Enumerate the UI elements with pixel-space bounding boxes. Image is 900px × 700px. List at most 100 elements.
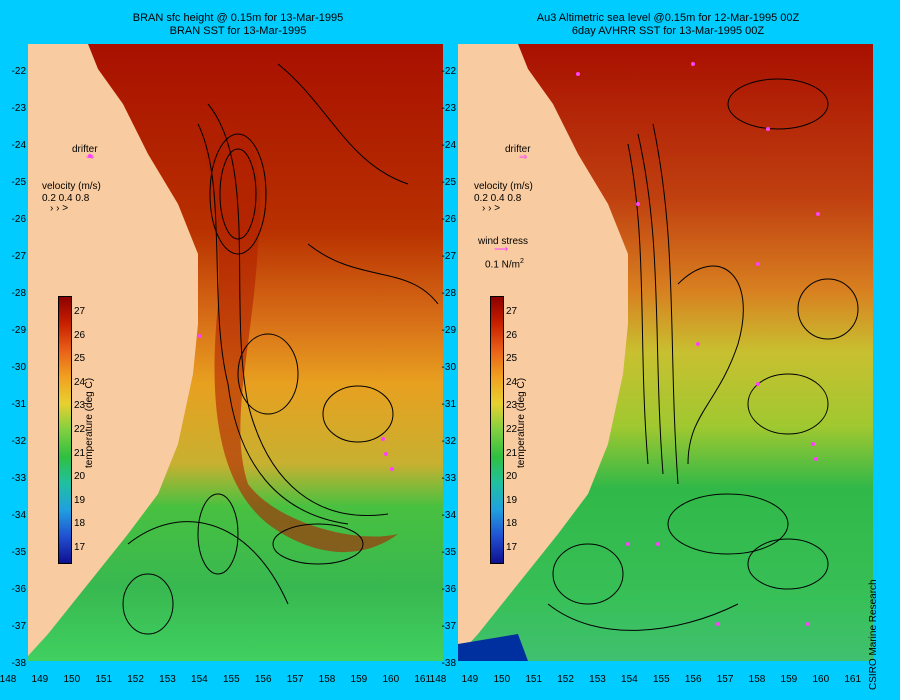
- right-velocity-arrows-icon: › › >: [482, 203, 501, 214]
- latitude-tick-label: -24: [441, 140, 456, 151]
- longitude-tick-label: 151: [95, 674, 113, 685]
- latitude-tick-label: -26: [441, 214, 456, 225]
- colorbar-tick-label: 24: [506, 376, 518, 388]
- latitude-tick-label: -27: [11, 251, 26, 262]
- colorbar-tick-label: 17: [74, 542, 86, 553]
- latitude-tick-label: -23: [11, 103, 26, 114]
- longitude-tick-label: 160: [812, 674, 830, 685]
- right-wind-label: wind stress: [478, 236, 529, 247]
- latitude-tick-label: -35: [11, 547, 26, 558]
- longitude-tick-label: 159: [350, 674, 368, 685]
- longitude-tick-label: 151: [525, 674, 543, 685]
- colorbar-tick-label: 25: [74, 353, 86, 365]
- colorbar-tick-label: 23: [74, 400, 86, 412]
- latitude-tick-label: -25: [441, 177, 456, 188]
- longitude-tick-label: 153: [589, 674, 606, 685]
- right-drifter-label: drifter: [505, 144, 531, 155]
- latitude-tick-label: -27: [441, 251, 456, 262]
- right-velocity-label: velocity (m/s): [474, 181, 533, 192]
- latitude-tick-label: -26: [11, 214, 26, 225]
- left-velocity-arrows-icon: › › >: [50, 203, 69, 214]
- right-wind-arrows: [576, 62, 820, 626]
- left-map-svg: [28, 44, 443, 661]
- right-ocean: [458, 44, 873, 661]
- left-drifter-label: drifter: [72, 144, 98, 155]
- left-panel-title: BRAN sfc height @ 0.15m for 13-Mar-1995 …: [132, 12, 344, 37]
- right-contours: [547, 78, 859, 631]
- colorbar-tick-label: 20: [506, 471, 518, 483]
- left-warm-tongue: [198, 120, 398, 553]
- right-wind-exp: 2: [520, 258, 524, 265]
- left-contours: [122, 63, 439, 635]
- colorbar-tick-label: 26: [74, 329, 86, 341]
- latitude-tick-label: -33: [11, 473, 26, 484]
- longitude-tick-label: 152: [557, 674, 574, 685]
- longitude-tick-label: 158: [318, 674, 336, 685]
- longitude-tick-label: 157: [716, 674, 734, 685]
- latitude-tick-label: -34: [441, 510, 456, 521]
- colorbar-tick-label: 20: [74, 471, 86, 483]
- colorbar-tick-label: 27: [74, 306, 86, 317]
- left-colorbar-label: temperature (deg C): [84, 377, 95, 468]
- longitude-tick-label: 153: [159, 674, 176, 685]
- latitude-tick-label: -38: [441, 658, 456, 669]
- longitude-tick-label: 155: [652, 674, 670, 685]
- right-map-svg: [458, 44, 873, 661]
- latitude-tick-label: -28: [441, 288, 456, 299]
- colorbar-tick-label: 22: [506, 424, 518, 435]
- right-deep-blue: [458, 634, 528, 661]
- credit-text: CSIRO Marine Research: [868, 579, 879, 690]
- longitude-tick-label: 152: [127, 674, 144, 685]
- latitude-tick-label: -22: [441, 66, 456, 77]
- longitude-tick-label: 148: [0, 674, 17, 685]
- left-map-panel: [28, 44, 443, 661]
- latitude-tick-label: -35: [441, 547, 456, 558]
- longitude-tick-label: 160: [382, 674, 400, 685]
- left-velocity-label: velocity (m/s): [42, 181, 101, 192]
- latitude-tick-label: -37: [11, 621, 26, 632]
- longitude-tick-label: 161: [844, 674, 862, 685]
- latitude-tick-label: -23: [441, 103, 456, 114]
- latitude-tick-label: -30: [441, 362, 456, 373]
- latitude-tick-label: -34: [11, 510, 26, 521]
- colorbar-tick-label: 18: [74, 518, 86, 530]
- colorbar-tick-label: 19: [506, 494, 518, 506]
- longitude-tick-label: 157: [286, 674, 304, 685]
- latitude-tick-label: -31: [11, 399, 26, 410]
- latitude-tick-label: -36: [441, 584, 456, 595]
- latitude-tick-label: -31: [441, 399, 456, 410]
- longitude-tick-label: 154: [191, 674, 208, 685]
- longitude-tick-label: 156: [684, 674, 702, 685]
- left-colorbar: [58, 296, 72, 564]
- longitude-tick-label: 158: [748, 674, 766, 685]
- left-velocity-scale: 0.2 0.4 0.8: [42, 193, 90, 204]
- longitude-tick-label: 156: [254, 674, 272, 685]
- left-drifter-icon: ⇒: [86, 152, 95, 163]
- colorbar-tick-label: 24: [74, 376, 86, 388]
- longitude-tick-label: 159: [780, 674, 798, 685]
- longitude-tick-label: 148: [429, 674, 447, 685]
- longitude-tick-label: 150: [63, 674, 81, 685]
- longitude-tick-label: 149: [461, 674, 479, 685]
- right-wind-value-text: 0.1 N/m: [485, 259, 521, 271]
- colorbar-tick-label: 25: [506, 353, 518, 365]
- right-colorbar-label: temperature (deg C): [516, 377, 527, 468]
- latitude-tick-label: -38: [11, 658, 26, 669]
- colorbar-tick-label: 27: [506, 306, 518, 317]
- latitude-tick-label: -22: [11, 66, 26, 77]
- longitude-tick-label: 154: [621, 674, 638, 685]
- right-map-panel: [458, 44, 873, 661]
- longitude-tick-label: 149: [31, 674, 49, 685]
- colorbar-tick-label: 21: [74, 447, 86, 459]
- colorbar-tick-label: 19: [74, 494, 86, 506]
- colorbar-tick-label: 22: [74, 424, 86, 435]
- latitude-tick-label: -36: [11, 584, 26, 595]
- left-drifter-marks: [88, 154, 394, 471]
- right-colorbar: [490, 296, 504, 564]
- latitude-tick-label: -29: [441, 325, 456, 336]
- latitude-tick-label: -37: [441, 621, 456, 632]
- latitude-tick-label: -33: [441, 473, 456, 484]
- colorbar-tick-label: 18: [506, 518, 518, 530]
- right-wind-value: 0.1 N/m2: [485, 256, 524, 271]
- latitude-tick-label: -29: [11, 325, 26, 336]
